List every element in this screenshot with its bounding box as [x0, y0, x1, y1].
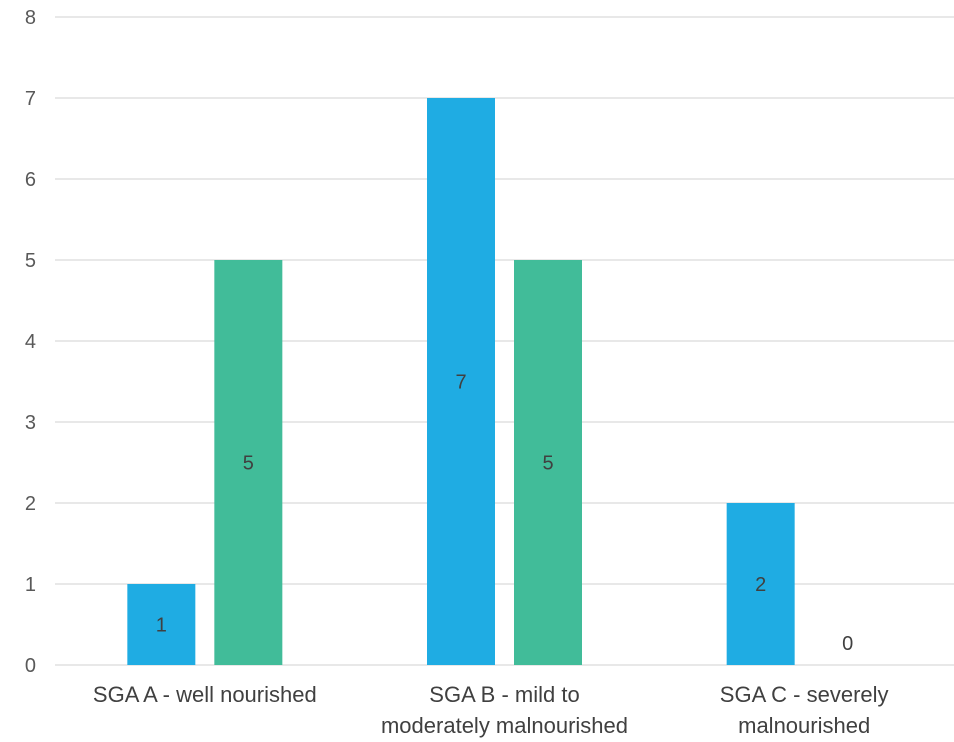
y-tick-label: 1 [25, 574, 36, 596]
data-label: 7 [455, 372, 466, 394]
data-label: 5 [542, 453, 553, 475]
x-category-label: moderately malnourished [381, 713, 628, 738]
data-label: 2 [755, 574, 766, 596]
gridlines [55, 16, 954, 666]
bar [514, 260, 582, 665]
y-tick-label: 2 [25, 493, 36, 515]
x-category-label: SGA C - severely [720, 682, 889, 707]
x-category-label: malnourished [738, 713, 870, 738]
data-label: 5 [243, 453, 254, 475]
bar [726, 503, 795, 665]
x-category-label: SGA A - well nourished [93, 682, 317, 707]
bar [427, 98, 495, 665]
y-tick-label: 4 [25, 331, 36, 353]
y-tick-label: 8 [25, 7, 36, 29]
x-axis: SGA A - well nourished SGA B - mild to mod… [93, 682, 889, 738]
y-tick-label: 3 [25, 412, 36, 434]
data-label: 1 [156, 615, 167, 637]
y-tick-label: 5 [25, 250, 36, 272]
y-tick-label: 0 [25, 655, 36, 677]
bar [127, 584, 196, 665]
x-category-label: SGA B - mild to [429, 682, 579, 707]
y-tick-label: 7 [25, 88, 36, 110]
data-labels: 1 5 7 5 2 0 [156, 372, 853, 656]
bars [127, 98, 795, 665]
y-axis: 0 1 2 3 4 5 6 7 8 [25, 7, 36, 677]
data-label: 0 [842, 633, 853, 655]
y-tick-label: 6 [25, 169, 36, 191]
bar [214, 260, 283, 665]
